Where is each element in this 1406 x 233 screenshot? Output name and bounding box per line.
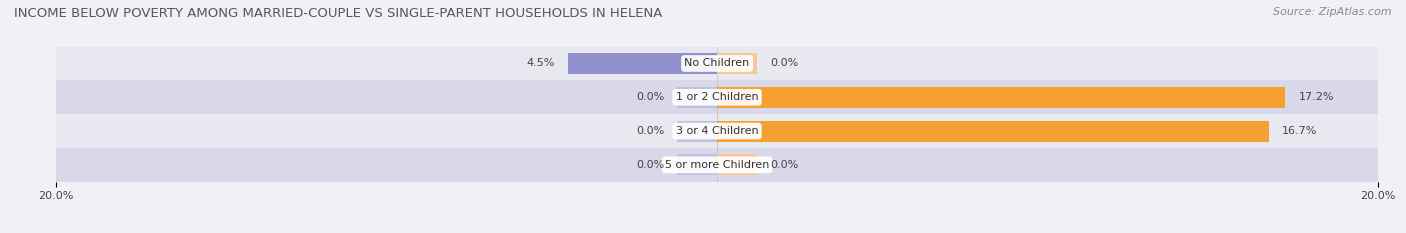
- Bar: [56, 148, 1378, 182]
- Bar: [568, 53, 717, 74]
- Text: No Children: No Children: [685, 58, 749, 69]
- Bar: [717, 154, 756, 175]
- Text: 0.0%: 0.0%: [770, 160, 799, 170]
- Bar: [678, 154, 717, 175]
- Text: 16.7%: 16.7%: [1282, 126, 1317, 136]
- Text: 17.2%: 17.2%: [1299, 92, 1334, 102]
- Text: 1 or 2 Children: 1 or 2 Children: [676, 92, 758, 102]
- Text: 3 or 4 Children: 3 or 4 Children: [676, 126, 758, 136]
- Bar: [678, 87, 717, 108]
- Bar: [678, 121, 717, 141]
- Bar: [717, 87, 1285, 108]
- Text: 0.0%: 0.0%: [636, 126, 664, 136]
- Text: 4.5%: 4.5%: [527, 58, 555, 69]
- Text: 0.0%: 0.0%: [636, 92, 664, 102]
- Bar: [717, 53, 756, 74]
- Text: 0.0%: 0.0%: [636, 160, 664, 170]
- Text: Source: ZipAtlas.com: Source: ZipAtlas.com: [1274, 7, 1392, 17]
- Text: INCOME BELOW POVERTY AMONG MARRIED-COUPLE VS SINGLE-PARENT HOUSEHOLDS IN HELENA: INCOME BELOW POVERTY AMONG MARRIED-COUPL…: [14, 7, 662, 20]
- Bar: [56, 80, 1378, 114]
- Text: 0.0%: 0.0%: [770, 58, 799, 69]
- Bar: [717, 121, 1268, 141]
- Legend: Married Couples, Single Parents: Married Couples, Single Parents: [596, 231, 838, 233]
- Text: 5 or more Children: 5 or more Children: [665, 160, 769, 170]
- Bar: [56, 47, 1378, 80]
- Bar: [56, 114, 1378, 148]
